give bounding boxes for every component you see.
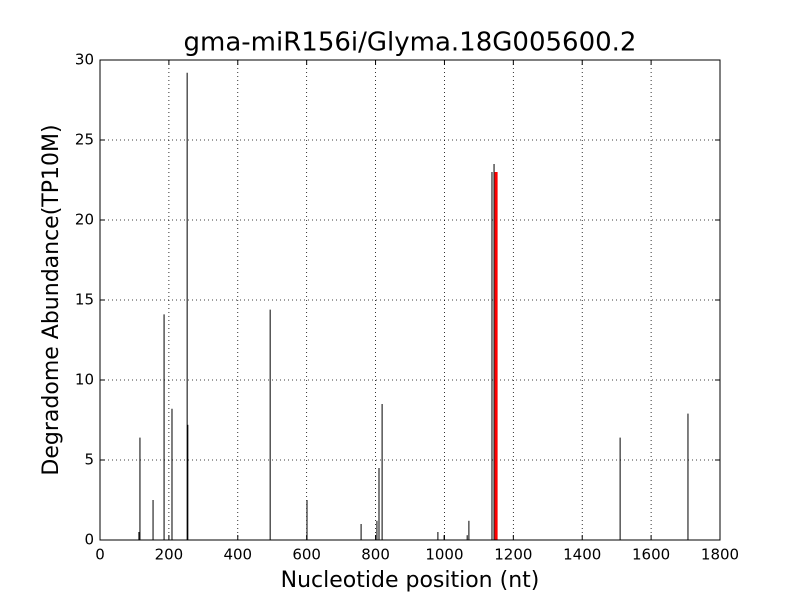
y-tick-label: 10 bbox=[75, 371, 94, 389]
x-tick-label: 200 bbox=[155, 546, 184, 564]
x-axis-label: Nucleotide position (nt) bbox=[281, 568, 540, 593]
x-tick-label: 1800 bbox=[701, 546, 739, 564]
x-tick-label: 1600 bbox=[632, 546, 670, 564]
y-axis-label: Degradome Abundance(TP10M) bbox=[39, 124, 64, 475]
x-tick-label: 800 bbox=[361, 546, 390, 564]
x-tick-label: 1000 bbox=[425, 546, 463, 564]
y-tick-label: 30 bbox=[75, 51, 94, 69]
x-tick-label: 400 bbox=[223, 546, 252, 564]
x-tick-label: 1400 bbox=[563, 546, 601, 564]
x-tick-label: 600 bbox=[292, 546, 321, 564]
chart-title: gma-miR156i/Glyma.18G005600.2 bbox=[184, 28, 637, 58]
y-tick-label: 20 bbox=[75, 211, 94, 229]
y-tick-label: 25 bbox=[75, 131, 94, 149]
x-tick-label: 1200 bbox=[494, 546, 532, 564]
plot-frame bbox=[99, 59, 721, 541]
y-tick-label: 5 bbox=[84, 451, 94, 469]
y-tick-label: 0 bbox=[84, 531, 94, 549]
y-tick-label: 15 bbox=[75, 291, 94, 309]
x-tick-label: 0 bbox=[95, 546, 105, 564]
